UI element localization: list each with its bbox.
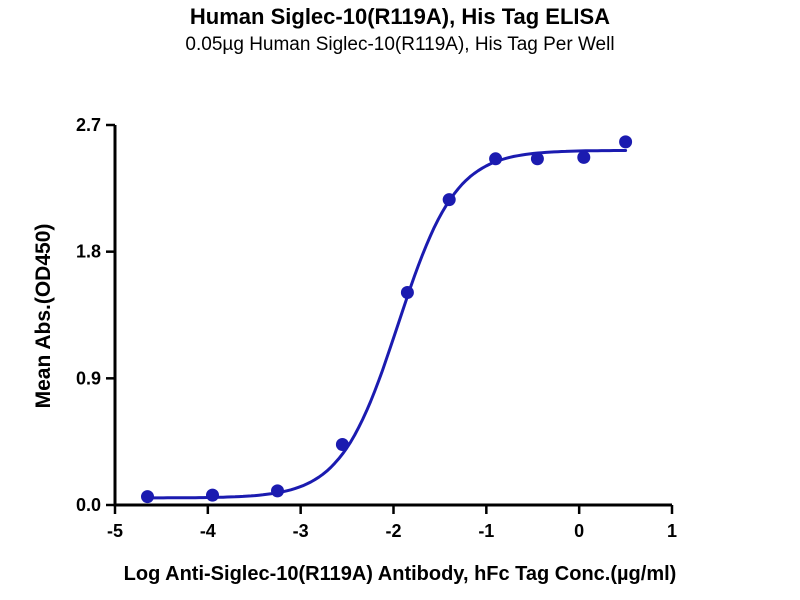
data-point bbox=[271, 484, 284, 498]
x-tick-label: -3 bbox=[293, 521, 309, 541]
x-tick-label: 0 bbox=[574, 521, 584, 541]
x-axis-label: Log Anti-Siglec-10(R119A) Antibody, hFc … bbox=[123, 563, 677, 585]
data-point bbox=[489, 152, 503, 166]
x-tick-label: -2 bbox=[385, 521, 401, 541]
x-tick-label: -4 bbox=[200, 521, 216, 541]
data-point bbox=[577, 150, 591, 164]
y-tick-label: 1.8 bbox=[76, 242, 101, 262]
fit-curve bbox=[146, 149, 628, 500]
x-tick-label: 1 bbox=[667, 521, 677, 541]
data-point bbox=[141, 490, 154, 504]
chart-title: Human Siglec-10(R119A), His Tag ELISA bbox=[189, 4, 611, 29]
data-point bbox=[442, 193, 456, 207]
data-point bbox=[335, 438, 349, 451]
data-point bbox=[400, 286, 414, 299]
y-tick-label: 2.7 bbox=[76, 115, 101, 135]
chart-subtitle: 0.05µg Human Siglec-10(R119A), His Tag P… bbox=[185, 34, 615, 55]
data-point bbox=[619, 135, 633, 149]
x-tick-label: -5 bbox=[107, 521, 123, 541]
y-tick-label: 0.9 bbox=[76, 368, 101, 388]
x-tick-label: -1 bbox=[478, 521, 494, 541]
y-tick-label: 0.0 bbox=[76, 495, 101, 515]
data-point bbox=[530, 152, 544, 166]
data-point bbox=[206, 488, 219, 502]
